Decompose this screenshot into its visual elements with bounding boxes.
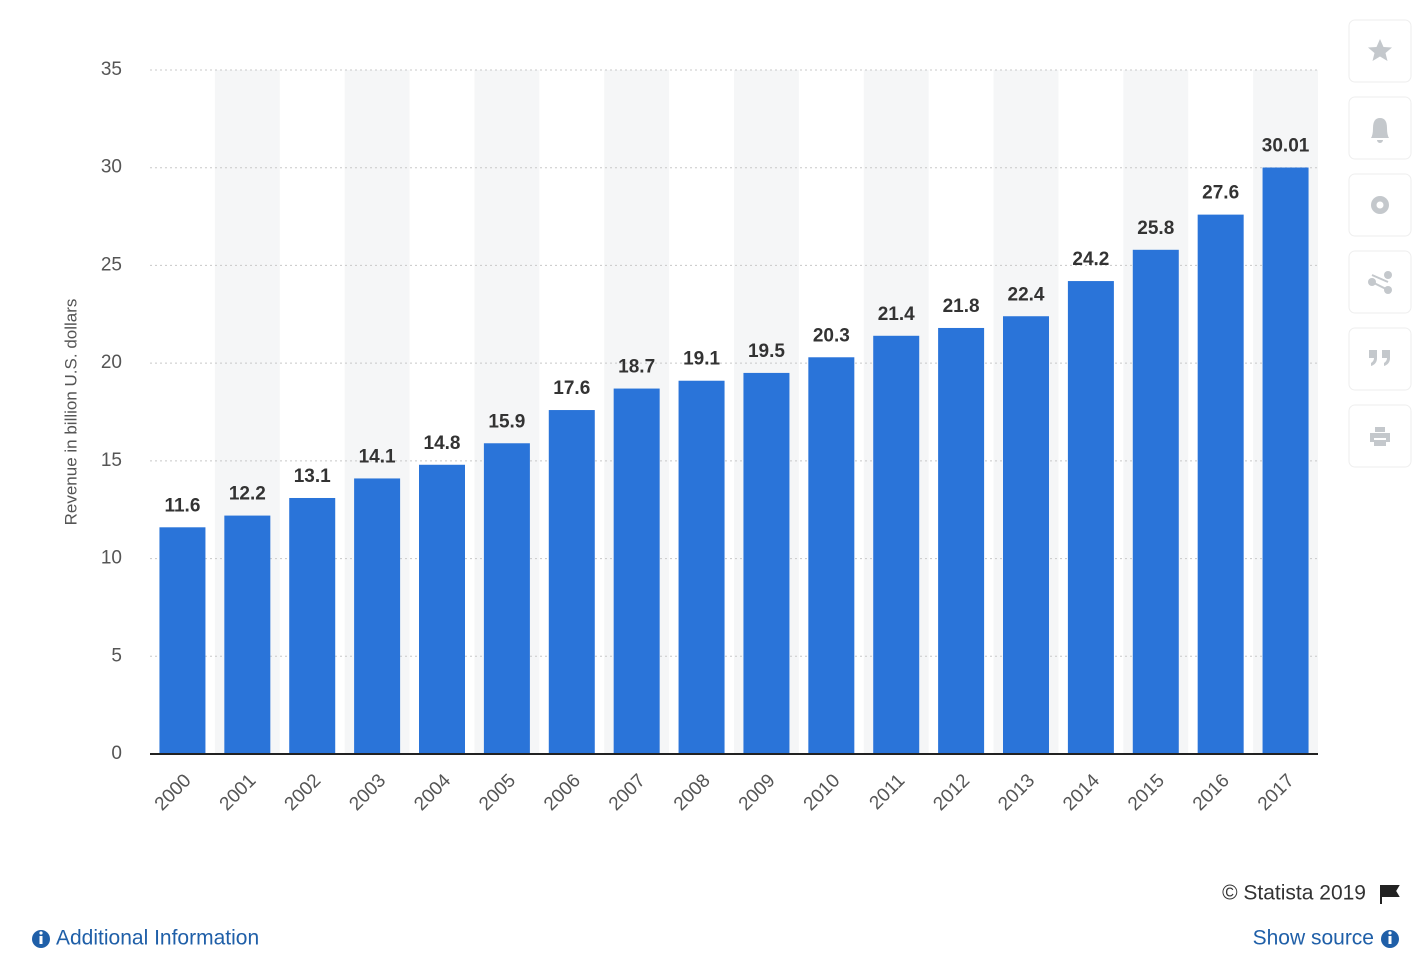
value-label: 14.1 xyxy=(359,446,396,467)
value-label: 18.7 xyxy=(618,357,655,378)
x-tick-label: 2007 xyxy=(605,770,650,815)
value-label: 19.5 xyxy=(748,341,785,362)
bar xyxy=(483,443,530,754)
x-tick-label: 2011 xyxy=(866,770,910,814)
bar xyxy=(289,497,336,754)
value-label: 30.01 xyxy=(1262,136,1310,157)
x-tick-label: 2006 xyxy=(540,770,585,815)
value-label: 24.2 xyxy=(1072,249,1109,270)
bar xyxy=(613,388,660,754)
bell-icon xyxy=(1371,118,1389,143)
y-tick-label: 15 xyxy=(101,450,122,471)
y-tick-label: 30 xyxy=(101,157,122,178)
gear-hole xyxy=(1376,201,1384,209)
x-tick-label: 2002 xyxy=(281,770,326,815)
toolbar xyxy=(1348,19,1412,468)
star-icon xyxy=(1368,39,1392,61)
value-label: 21.4 xyxy=(878,304,915,325)
bar xyxy=(354,478,401,754)
value-label: 20.3 xyxy=(813,325,850,346)
credit: © Statista 2019 xyxy=(1222,882,1366,905)
bar xyxy=(548,410,595,754)
value-label: 13.1 xyxy=(294,466,331,487)
value-label: 27.6 xyxy=(1202,183,1239,204)
bar xyxy=(1197,214,1244,755)
x-tick-label: 2000 xyxy=(151,770,196,815)
x-tick-label: 2015 xyxy=(1124,770,1169,815)
value-label: 19.1 xyxy=(683,349,720,370)
bar xyxy=(159,527,206,754)
cite-button[interactable] xyxy=(1348,327,1412,391)
value-label: 11.6 xyxy=(164,495,200,516)
share-icon xyxy=(1384,271,1392,279)
x-tick-label: 2013 xyxy=(994,770,1039,815)
info-icon-dot xyxy=(39,931,43,935)
value-label: 12.2 xyxy=(229,484,266,505)
share-lines xyxy=(1371,274,1389,291)
bar xyxy=(678,380,725,754)
y-tick-label: 0 xyxy=(111,743,122,764)
bar xyxy=(1132,249,1179,754)
show-source-link[interactable]: Show source xyxy=(1253,927,1374,950)
value-label: 15.9 xyxy=(488,411,525,432)
y-tick-label: 5 xyxy=(111,645,122,666)
info-icon-stem xyxy=(1388,936,1392,944)
value-label: 25.8 xyxy=(1137,218,1174,239)
x-tick-label: 2005 xyxy=(475,770,520,815)
bar xyxy=(1262,167,1309,754)
x-tick-label: 2004 xyxy=(410,770,455,815)
x-tick-label: 2017 xyxy=(1254,770,1299,815)
y-axis-label: Revenue in billion U.S. dollars xyxy=(61,299,80,526)
value-label: 22.4 xyxy=(1008,284,1045,305)
bar xyxy=(743,372,790,754)
print-icon xyxy=(1370,427,1390,446)
toolbar-icons xyxy=(1368,39,1392,446)
y-tick-label: 10 xyxy=(101,548,122,569)
x-tick-label: 2003 xyxy=(345,770,390,815)
bar xyxy=(1067,281,1114,754)
y-tick-label: 25 xyxy=(101,254,122,275)
value-label: 21.8 xyxy=(943,296,980,317)
x-tick-label: 2009 xyxy=(735,770,780,815)
info-icon-stem xyxy=(39,936,43,944)
info-icon-dot xyxy=(1388,931,1392,935)
x-tick-label: 2012 xyxy=(929,770,974,815)
x-tick-label: 2010 xyxy=(800,770,845,815)
flag-icon[interactable] xyxy=(1380,885,1400,904)
x-tick-label: 2001 xyxy=(216,770,261,815)
y-tick-label: 20 xyxy=(101,352,122,373)
bar xyxy=(808,357,855,754)
bar xyxy=(873,335,920,754)
value-label: 17.6 xyxy=(553,378,590,399)
bar xyxy=(419,464,465,754)
plot-area: 0 5 10 15 20 25 30 35 11.6 2000 12.2 2001 13.1 2002 14… xyxy=(101,59,1318,815)
bar xyxy=(224,515,271,754)
bar xyxy=(1003,316,1049,754)
value-label: 14.8 xyxy=(424,433,461,454)
additional-info-link[interactable]: Additional Information xyxy=(56,927,259,950)
x-tick-label: 2014 xyxy=(1059,770,1104,815)
x-tick-label: 2016 xyxy=(1189,770,1234,815)
share-button[interactable] xyxy=(1348,250,1412,314)
bar xyxy=(938,327,985,754)
quote-icon xyxy=(1369,350,1390,366)
x-tick-label: 2008 xyxy=(670,770,715,815)
y-tick-label: 35 xyxy=(101,59,122,80)
